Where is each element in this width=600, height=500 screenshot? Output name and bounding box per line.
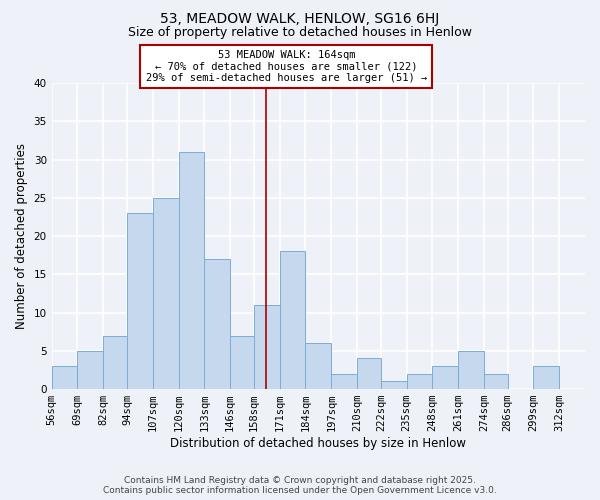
Bar [484, 374, 508, 389]
Y-axis label: Number of detached properties: Number of detached properties [15, 143, 28, 329]
Bar [103, 336, 127, 389]
Bar [433, 366, 458, 389]
X-axis label: Distribution of detached houses by size in Henlow: Distribution of detached houses by size … [170, 437, 466, 450]
Bar [52, 366, 77, 389]
Text: 53, MEADOW WALK, HENLOW, SG16 6HJ: 53, MEADOW WALK, HENLOW, SG16 6HJ [160, 12, 440, 26]
Bar [153, 198, 179, 389]
Bar [127, 213, 153, 389]
Bar [280, 252, 305, 389]
Bar [77, 351, 103, 389]
Bar [458, 351, 484, 389]
Bar [230, 336, 254, 389]
Bar [357, 358, 381, 389]
Bar [305, 343, 331, 389]
Text: Size of property relative to detached houses in Henlow: Size of property relative to detached ho… [128, 26, 472, 39]
Bar [205, 259, 230, 389]
Bar [407, 374, 433, 389]
Text: Contains HM Land Registry data © Crown copyright and database right 2025.
Contai: Contains HM Land Registry data © Crown c… [103, 476, 497, 495]
Text: 53 MEADOW WALK: 164sqm
← 70% of detached houses are smaller (122)
29% of semi-de: 53 MEADOW WALK: 164sqm ← 70% of detached… [146, 50, 427, 83]
Bar [254, 305, 280, 389]
Bar [179, 152, 205, 389]
Bar [533, 366, 559, 389]
Bar [331, 374, 357, 389]
Bar [381, 382, 407, 389]
